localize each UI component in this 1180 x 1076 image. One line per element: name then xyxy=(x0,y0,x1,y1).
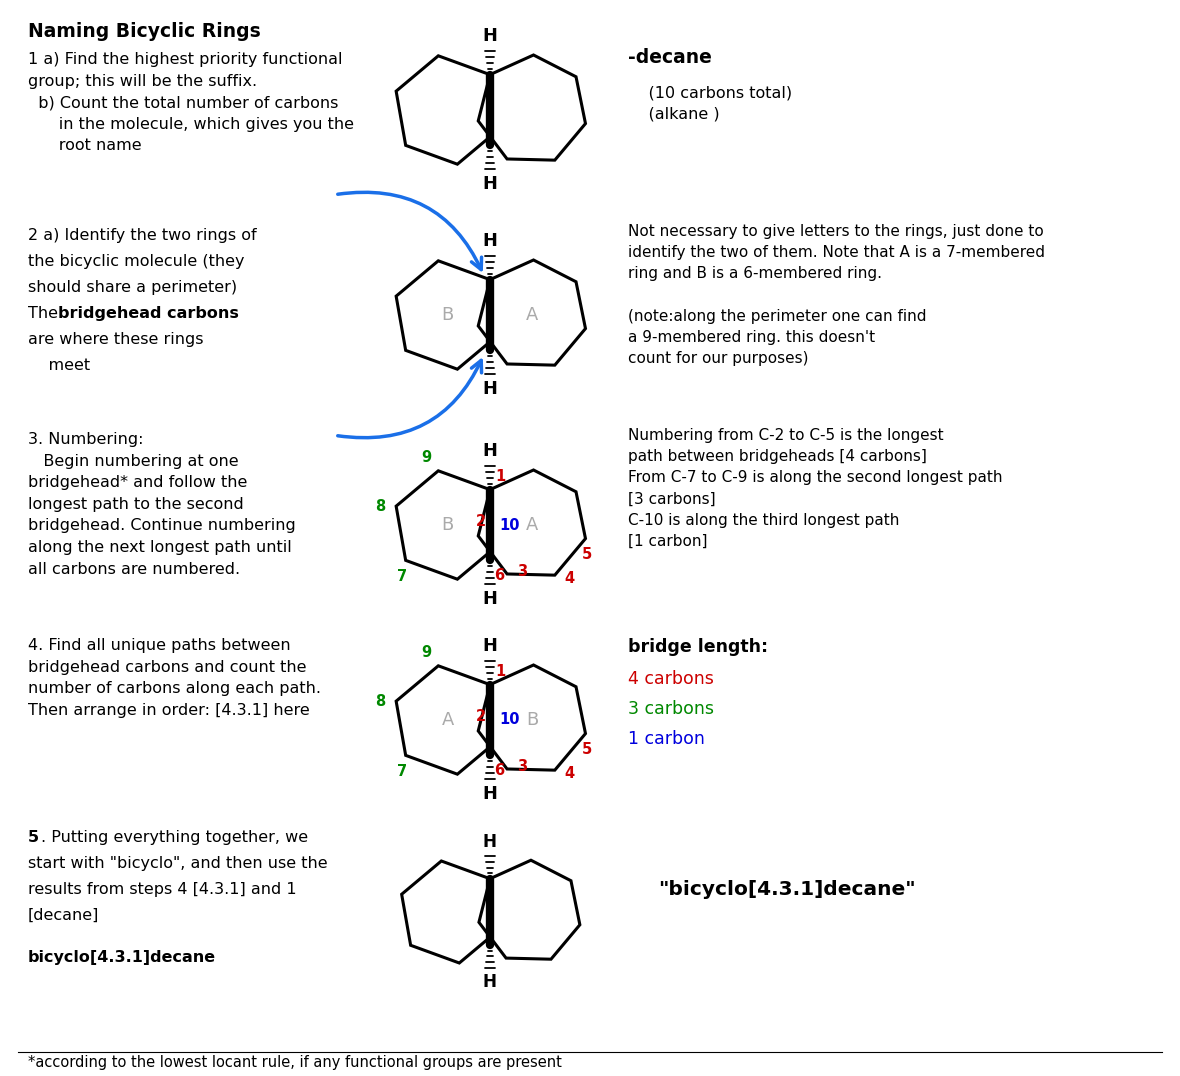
Text: 6: 6 xyxy=(493,763,504,778)
Polygon shape xyxy=(478,260,585,365)
Text: Naming Bicyclic Rings: Naming Bicyclic Rings xyxy=(28,22,261,41)
Text: . Putting everything together, we: . Putting everything together, we xyxy=(41,830,308,845)
Text: 10: 10 xyxy=(500,712,520,727)
Text: 5: 5 xyxy=(28,830,39,845)
Text: 7: 7 xyxy=(396,764,407,779)
Polygon shape xyxy=(396,471,499,579)
Text: Not necessary to give letters to the rings, just done to
identify the two of the: Not necessary to give letters to the rin… xyxy=(628,224,1045,367)
Text: the bicyclic molecule (they: the bicyclic molecule (they xyxy=(28,254,244,269)
Polygon shape xyxy=(479,860,579,959)
Text: 9: 9 xyxy=(421,450,431,465)
Text: should share a perimeter): should share a perimeter) xyxy=(28,280,237,295)
Text: 3: 3 xyxy=(517,759,527,774)
Text: H: H xyxy=(483,637,498,655)
Text: 1: 1 xyxy=(494,664,505,679)
Text: 4. Find all unique paths between
bridgehead carbons and count the
number of carb: 4. Find all unique paths between bridgeh… xyxy=(28,638,321,718)
Text: 8: 8 xyxy=(375,694,385,709)
Text: 4 carbons: 4 carbons xyxy=(628,670,714,688)
Text: (10 carbons total)
    (alkane ): (10 carbons total) (alkane ) xyxy=(628,85,792,122)
Text: 1: 1 xyxy=(494,468,505,483)
Text: H: H xyxy=(483,442,498,461)
Text: 1 a) Find the highest priority functional
group; this will be the suffix.
  b) C: 1 a) Find the highest priority functiona… xyxy=(28,52,354,154)
Polygon shape xyxy=(478,470,585,576)
Text: bridge length:: bridge length: xyxy=(628,638,768,656)
Text: [decane]: [decane] xyxy=(28,908,99,923)
Text: 3. Numbering:
   Begin numbering at one
bridgehead* and follow the
longest path : 3. Numbering: Begin numbering at one bri… xyxy=(28,431,296,577)
Text: 6: 6 xyxy=(493,568,504,583)
Text: A: A xyxy=(441,711,454,730)
Polygon shape xyxy=(396,666,499,775)
Text: 4: 4 xyxy=(564,571,575,586)
Text: The: The xyxy=(28,306,63,321)
Text: 9: 9 xyxy=(421,645,431,660)
Text: H: H xyxy=(483,27,498,45)
Text: H: H xyxy=(483,590,498,608)
Polygon shape xyxy=(478,665,585,770)
Polygon shape xyxy=(401,861,499,963)
Text: *according to the lowest locant rule, if any functional groups are present: *according to the lowest locant rule, if… xyxy=(28,1054,562,1070)
Text: results from steps 4 [4.3.1] and 1: results from steps 4 [4.3.1] and 1 xyxy=(28,882,296,897)
Polygon shape xyxy=(396,56,499,165)
Polygon shape xyxy=(396,260,499,369)
Text: Numbering from C-2 to C-5 is the longest
path between bridgeheads [4 carbons]
Fr: Numbering from C-2 to C-5 is the longest… xyxy=(628,428,1003,549)
Text: H: H xyxy=(483,380,498,398)
Text: 2 a) Identify the two rings of: 2 a) Identify the two rings of xyxy=(28,228,256,243)
Text: H: H xyxy=(483,232,498,251)
Text: meet: meet xyxy=(28,358,90,373)
Text: 2: 2 xyxy=(476,709,486,723)
Text: bridgehead carbons: bridgehead carbons xyxy=(58,306,238,321)
Text: A: A xyxy=(526,516,538,534)
Polygon shape xyxy=(478,55,585,160)
Text: 3: 3 xyxy=(517,564,527,579)
Text: start with "bicyclo", and then use the: start with "bicyclo", and then use the xyxy=(28,856,328,870)
Text: H: H xyxy=(483,973,497,991)
Text: -decane: -decane xyxy=(628,48,712,67)
Text: B: B xyxy=(441,516,454,534)
Text: 1 carbon: 1 carbon xyxy=(628,730,704,748)
Text: 4: 4 xyxy=(564,766,575,781)
Text: A: A xyxy=(526,306,538,324)
Text: 2: 2 xyxy=(476,513,486,528)
Text: H: H xyxy=(483,833,497,851)
Text: 10: 10 xyxy=(500,518,520,533)
Text: 7: 7 xyxy=(396,569,407,584)
Text: B: B xyxy=(526,711,538,730)
Text: 8: 8 xyxy=(375,498,385,513)
Text: H: H xyxy=(483,784,498,803)
Text: bicyclo[4.3.1]decane: bicyclo[4.3.1]decane xyxy=(28,950,216,965)
Text: "bicyclo[4.3.1]decane": "bicyclo[4.3.1]decane" xyxy=(658,880,916,900)
Text: H: H xyxy=(483,174,498,193)
Text: 5: 5 xyxy=(582,547,592,562)
Text: 5: 5 xyxy=(582,742,592,758)
Text: 3 carbons: 3 carbons xyxy=(628,700,714,718)
Text: are where these rings: are where these rings xyxy=(28,332,203,346)
Text: B: B xyxy=(441,306,454,324)
